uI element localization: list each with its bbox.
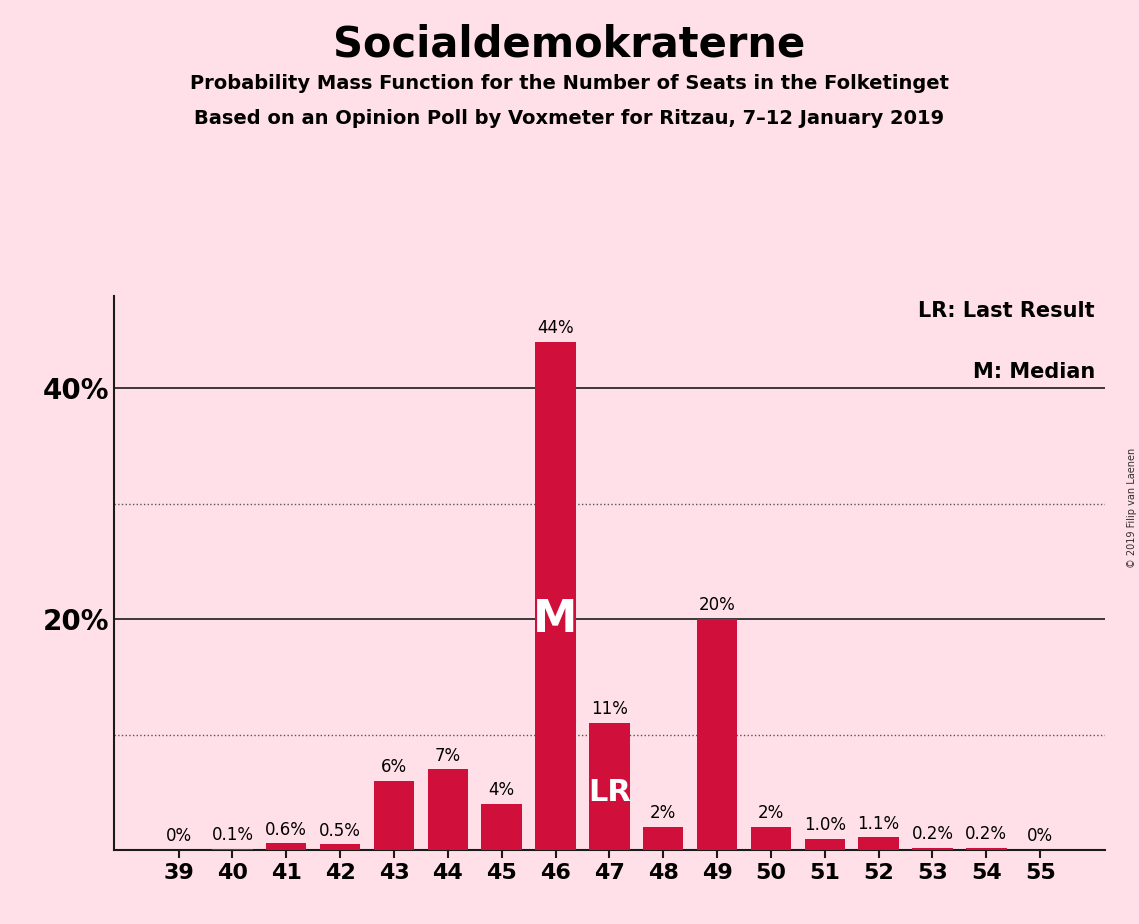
Bar bbox=[644, 827, 683, 850]
Text: 20%: 20% bbox=[698, 597, 736, 614]
Text: 0.2%: 0.2% bbox=[966, 825, 1007, 843]
Text: 1.1%: 1.1% bbox=[858, 815, 900, 833]
Text: 0.1%: 0.1% bbox=[212, 826, 253, 845]
Bar bbox=[374, 781, 415, 850]
Text: 0%: 0% bbox=[165, 828, 191, 845]
Text: © 2019 Filip van Laenen: © 2019 Filip van Laenen bbox=[1126, 448, 1137, 568]
Text: 2%: 2% bbox=[650, 805, 677, 822]
Text: M: Median: M: Median bbox=[973, 362, 1095, 383]
Text: Socialdemokraterne: Socialdemokraterne bbox=[334, 23, 805, 65]
Bar bbox=[427, 769, 468, 850]
Bar bbox=[804, 839, 845, 850]
Bar bbox=[212, 849, 253, 850]
Text: 11%: 11% bbox=[591, 700, 628, 719]
Text: 0.2%: 0.2% bbox=[911, 825, 953, 843]
Text: 1.0%: 1.0% bbox=[804, 816, 846, 833]
Bar bbox=[859, 837, 899, 850]
Text: 0.6%: 0.6% bbox=[265, 821, 308, 839]
Bar bbox=[912, 848, 952, 850]
Text: LR: Last Result: LR: Last Result bbox=[918, 301, 1095, 322]
Text: 0%: 0% bbox=[1027, 828, 1054, 845]
Text: 44%: 44% bbox=[538, 320, 574, 337]
Text: 0.5%: 0.5% bbox=[319, 821, 361, 840]
Text: 4%: 4% bbox=[489, 782, 515, 799]
Text: 7%: 7% bbox=[435, 747, 461, 765]
Bar bbox=[535, 342, 575, 850]
Text: M: M bbox=[533, 598, 577, 640]
Text: 2%: 2% bbox=[757, 805, 784, 822]
Bar bbox=[751, 827, 792, 850]
Text: LR: LR bbox=[588, 778, 631, 808]
Bar bbox=[697, 619, 737, 850]
Bar bbox=[320, 845, 360, 850]
Text: Based on an Opinion Poll by Voxmeter for Ritzau, 7–12 January 2019: Based on an Opinion Poll by Voxmeter for… bbox=[195, 109, 944, 128]
Bar bbox=[267, 843, 306, 850]
Bar bbox=[966, 848, 1007, 850]
Text: Probability Mass Function for the Number of Seats in the Folketinget: Probability Mass Function for the Number… bbox=[190, 74, 949, 93]
Bar bbox=[482, 804, 522, 850]
Text: 6%: 6% bbox=[380, 759, 407, 776]
Bar bbox=[589, 723, 630, 850]
